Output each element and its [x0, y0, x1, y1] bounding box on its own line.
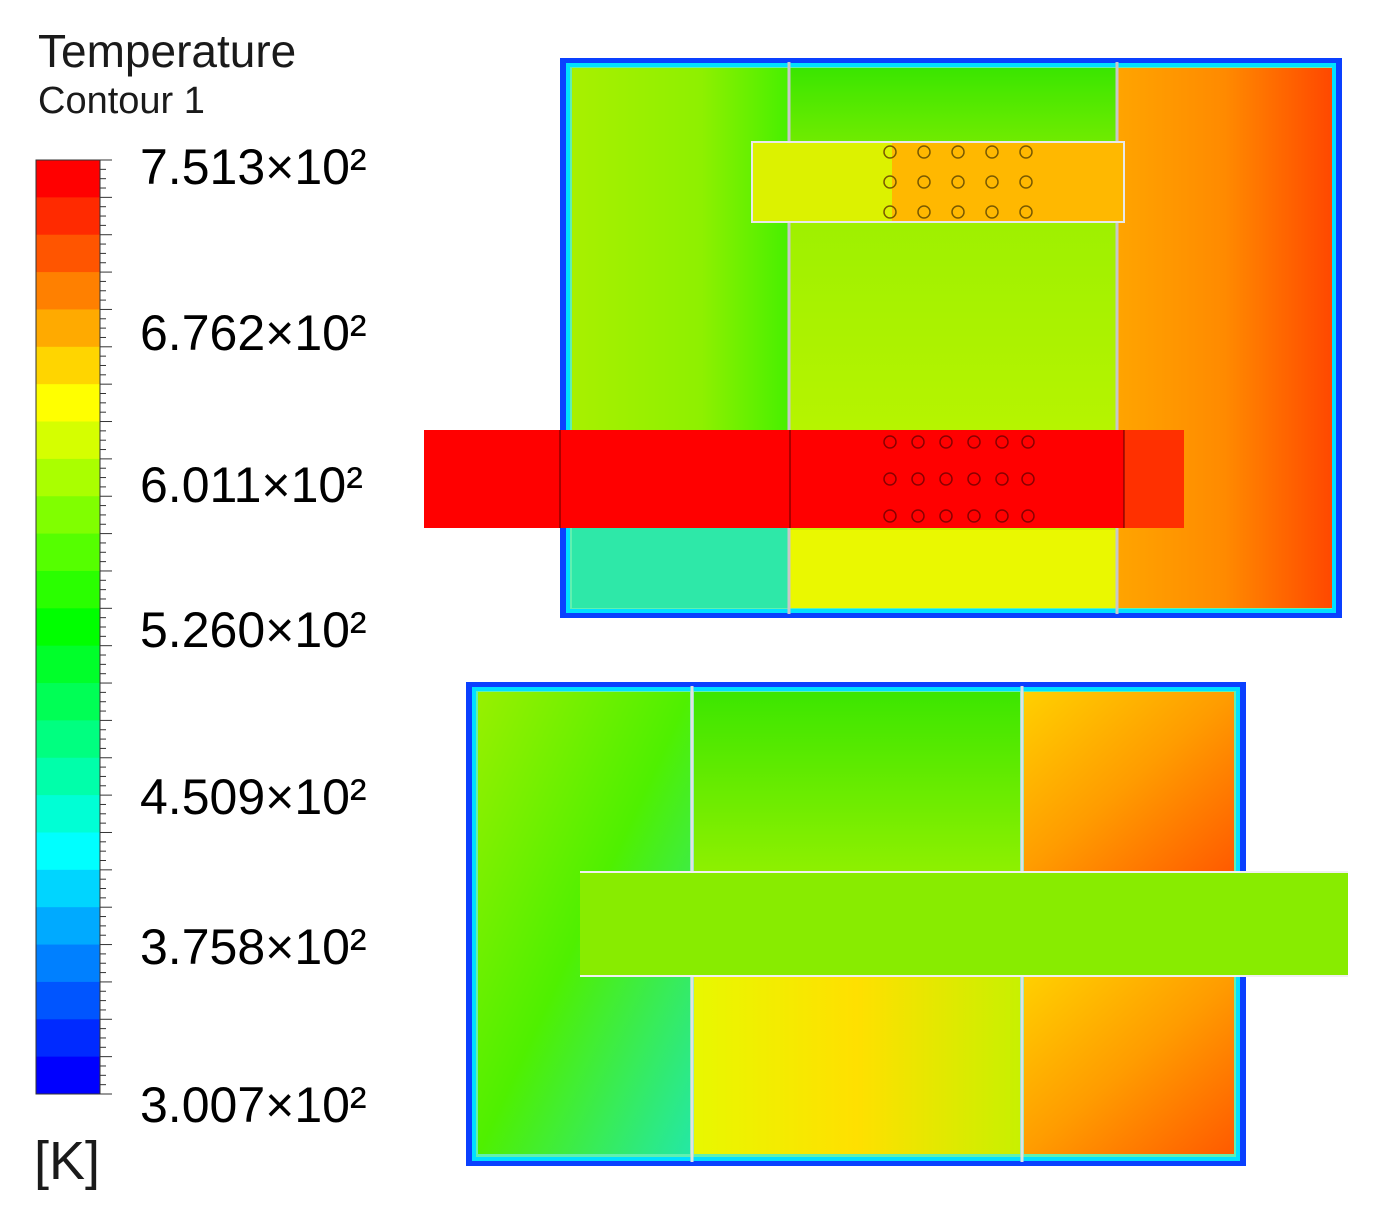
tube-hole	[995, 435, 1009, 449]
legend-unit: [K]	[34, 1131, 101, 1191]
tube-hole	[967, 472, 981, 486]
legend-band	[36, 832, 100, 871]
legend-band	[36, 160, 100, 198]
legend-band	[36, 234, 100, 273]
tube-hole	[883, 175, 897, 189]
tube-hole	[1019, 145, 1033, 159]
legend-subtitle: Contour 1	[38, 80, 205, 122]
legend-band	[36, 757, 100, 796]
tube-hole	[985, 205, 999, 219]
bottom-right-lower-region	[1024, 976, 1234, 1154]
tube-hole	[951, 175, 965, 189]
legend-band	[36, 197, 100, 236]
tick-label: 6.762×10²	[140, 305, 367, 361]
tick-label: 7.513×10²	[140, 139, 367, 195]
tube-hole	[883, 509, 897, 523]
tube-hole	[1021, 472, 1035, 486]
tube-hole	[917, 145, 931, 159]
tick-label: 3.007×10²	[140, 1077, 367, 1133]
legend-band	[36, 944, 100, 983]
tube-hole	[951, 205, 965, 219]
tube-hole	[911, 472, 925, 486]
tube-hole	[1021, 435, 1035, 449]
tube-hole	[967, 435, 981, 449]
tube-hole	[917, 205, 931, 219]
tube-hole	[1021, 509, 1035, 523]
tube-hole	[967, 509, 981, 523]
legend-band	[36, 1019, 100, 1058]
bottom-middle-lower-region	[694, 976, 1020, 1154]
legend-band	[36, 570, 100, 609]
bottom-right-upper-region	[1024, 692, 1234, 872]
legend-band	[36, 981, 100, 1020]
tube-hole	[1019, 205, 1033, 219]
tube-hole	[883, 435, 897, 449]
tick-label: 4.509×10²	[140, 769, 367, 825]
tube-hole	[951, 145, 965, 159]
legend-band	[36, 869, 100, 908]
tube-hole	[911, 509, 925, 523]
tick-label: 3.758×10²	[140, 919, 367, 975]
legend-band	[36, 384, 100, 423]
tick-label: 5.260×10²	[140, 602, 367, 658]
legend-band	[36, 907, 100, 946]
tube-hole	[985, 145, 999, 159]
tube-hole	[883, 145, 897, 159]
tube-hole	[985, 175, 999, 189]
tube-hole	[939, 435, 953, 449]
legend-band	[36, 421, 100, 460]
tube-hole	[939, 472, 953, 486]
legend-band	[36, 309, 100, 348]
tube-hole	[995, 472, 1009, 486]
legend-ticks	[100, 159, 112, 1095]
top-left-lower-region	[572, 528, 788, 608]
legend-band	[36, 496, 100, 535]
legend-band	[36, 795, 100, 833]
legend-title: Temperature	[38, 25, 297, 77]
bottom-middle-upper-region	[694, 692, 1020, 872]
pipe-tube-holes	[883, 435, 1035, 523]
tube-hole	[995, 509, 1009, 523]
tube-hole	[1019, 175, 1033, 189]
legend-band	[36, 720, 100, 759]
legend-band	[36, 645, 100, 684]
legend-band	[36, 1056, 100, 1095]
cool-pipe	[580, 872, 1348, 976]
legend-band	[36, 272, 100, 310]
legend-band	[36, 608, 100, 647]
legend-band	[36, 533, 100, 572]
tube-hole	[911, 435, 925, 449]
top-left-region	[572, 68, 788, 430]
legend-bands	[36, 160, 100, 1095]
legend-band	[36, 683, 100, 721]
tube-hole	[883, 205, 897, 219]
upper-tube-holes	[883, 145, 1033, 219]
tube-hole	[939, 509, 953, 523]
legend-band	[36, 346, 100, 385]
tick-label: 6.011×10²	[140, 457, 363, 513]
legend-band	[36, 458, 100, 497]
tube-hole	[917, 175, 931, 189]
hot-pipe	[424, 430, 1124, 528]
tube-hole	[883, 472, 897, 486]
